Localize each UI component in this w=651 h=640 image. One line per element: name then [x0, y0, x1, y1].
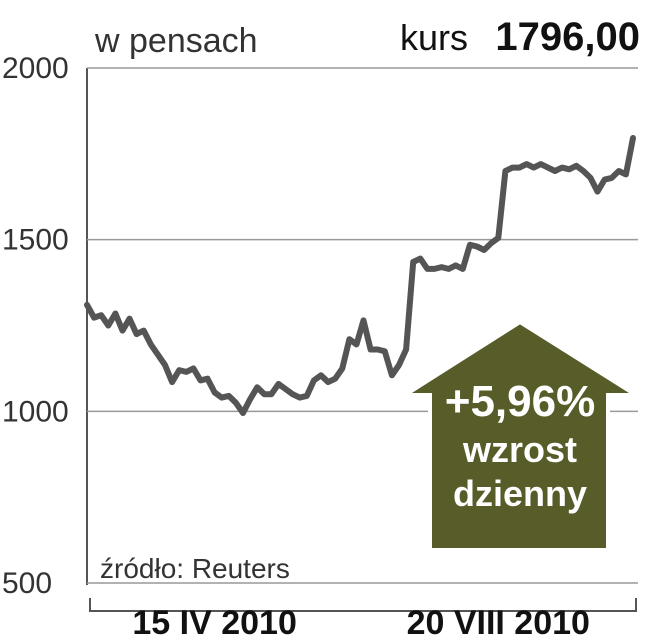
y-tick-label: 500 [2, 567, 52, 600]
x-tick-label: 20 VIII 2010 [407, 604, 590, 640]
annotation-line: wzrost [462, 429, 577, 470]
x-tick-label: 15 IV 2010 [132, 604, 296, 640]
y-tick-label: 2000 [2, 52, 69, 85]
current-price: 1796,00 [495, 15, 640, 59]
annotation-change: +5,96% [445, 377, 595, 426]
line [84, 135, 636, 416]
arrow [398, 319, 643, 552]
y-tick-label: 1000 [2, 395, 69, 428]
chart-title: kurs [400, 17, 468, 58]
source: źródło: Reuters [100, 553, 290, 584]
y-tick-label: 1500 [2, 224, 69, 257]
x-axis-bracket [89, 598, 637, 612]
y-axis-label: w pensach [94, 22, 258, 60]
annotation-line: dzienny [453, 473, 587, 514]
